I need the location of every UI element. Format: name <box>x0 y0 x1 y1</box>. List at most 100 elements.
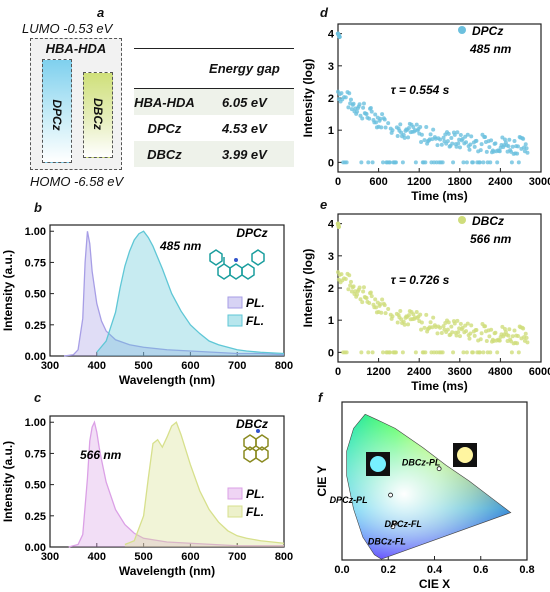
data-point <box>464 329 469 334</box>
data-point <box>457 334 462 339</box>
data-point <box>521 326 526 331</box>
data-point <box>402 135 407 140</box>
data-point <box>361 105 366 110</box>
x-tick-label: 600 <box>369 176 387 188</box>
y-tick-label: 0.50 <box>25 289 46 301</box>
panel-label-f: f <box>318 390 323 405</box>
y-tick-label: 3 <box>328 251 334 263</box>
data-point <box>357 285 362 290</box>
data-point <box>393 160 398 165</box>
legend-series-name: DBCz <box>472 214 504 228</box>
panel-label-e: e <box>320 197 328 212</box>
lumo-label: LUMO -0.53 eV <box>22 21 113 36</box>
data-point <box>393 350 398 355</box>
data-point <box>380 297 385 302</box>
data-point <box>349 289 354 294</box>
data-point <box>441 135 446 140</box>
data-point <box>351 284 356 289</box>
data-point <box>455 130 460 135</box>
data-point <box>495 160 500 165</box>
x-tick-label: 800 <box>275 551 293 563</box>
data-point <box>445 139 450 144</box>
data-point <box>386 121 391 126</box>
data-point <box>515 341 520 346</box>
data-point <box>493 141 498 146</box>
data-point <box>461 160 466 165</box>
dbcz-bar-label: DBCz <box>91 98 105 130</box>
data-point <box>474 327 479 332</box>
data-point <box>361 285 366 290</box>
chart-f: 0.0 0.2 0.4 0.6 0.8 CIE X CIE Y DBCz-PL DPCz-PL D… <box>315 401 535 591</box>
data-point <box>336 224 342 230</box>
data-point <box>351 101 356 106</box>
y-tick-label: 3 <box>328 61 334 73</box>
x-axis-label: Time (ms) <box>411 189 467 203</box>
data-point <box>370 350 375 355</box>
data-point <box>451 160 456 165</box>
legend-wavelength: 566 nm <box>470 232 512 246</box>
cie-point <box>392 520 398 526</box>
data-point <box>440 160 445 165</box>
data-point <box>497 338 502 343</box>
data-point <box>424 312 429 317</box>
data-point <box>369 294 374 299</box>
data-point <box>483 135 488 140</box>
data-point <box>525 150 530 155</box>
data-point <box>358 297 363 302</box>
data-point <box>399 130 404 135</box>
data-point <box>418 312 423 317</box>
data-point <box>450 141 455 146</box>
legend-label: PL. <box>246 487 265 501</box>
data-point <box>401 319 406 324</box>
data-point <box>452 321 457 326</box>
data-point <box>489 138 494 143</box>
data-point <box>435 143 440 148</box>
data-point <box>484 339 489 344</box>
x-tick-label: 1200 <box>366 366 390 378</box>
data-point <box>361 289 366 294</box>
table-cell-value: 3.99 eV <box>194 141 294 167</box>
y-tick-label: 0.50 <box>25 480 46 492</box>
table-cell-name: DBCz <box>134 141 195 167</box>
data-point <box>452 132 457 137</box>
series-area-2 <box>124 422 284 547</box>
y-tick-label: 2 <box>328 93 334 105</box>
data-point <box>454 144 459 149</box>
data-point <box>457 145 462 150</box>
series-line-1 <box>63 231 285 357</box>
x-tick-label: 300 <box>41 551 59 563</box>
data-point <box>515 151 520 156</box>
data-point <box>515 144 520 149</box>
x-tick-label: 0.0 <box>334 564 349 576</box>
cie-point <box>388 492 393 498</box>
data-point <box>366 160 371 165</box>
data-point <box>348 97 353 102</box>
data-point <box>368 106 373 111</box>
cie-point-label: DPCz-PL <box>330 495 368 505</box>
y-axis-label: CIE Y <box>315 465 329 496</box>
data-point <box>339 272 344 277</box>
data-point <box>367 300 372 305</box>
legend-wavelength: 485 nm <box>469 42 512 56</box>
data-point <box>390 128 395 133</box>
data-point <box>445 327 450 332</box>
table-cell-name: DPCz <box>147 120 182 136</box>
y-tick-label: 2 <box>328 283 334 295</box>
data-point <box>360 116 365 121</box>
y-tick-label: 0 <box>328 157 334 169</box>
legend-label: FL. <box>246 314 264 328</box>
y-tick-label: 0.00 <box>25 542 46 554</box>
y-tick-label: 4 <box>328 29 335 41</box>
y-tick-label: 0.25 <box>25 511 46 523</box>
x-tick-label: 700 <box>228 360 246 372</box>
legend-swatch <box>227 505 243 518</box>
data-point <box>469 323 474 328</box>
data-point <box>441 324 446 329</box>
dpcz-molecule-icon <box>209 249 265 280</box>
legend-swatch <box>227 314 243 327</box>
data-point <box>343 95 348 100</box>
data-point <box>364 111 369 116</box>
y-axis-label: Intensity (a.u.) <box>1 441 15 522</box>
data-point <box>424 125 429 130</box>
